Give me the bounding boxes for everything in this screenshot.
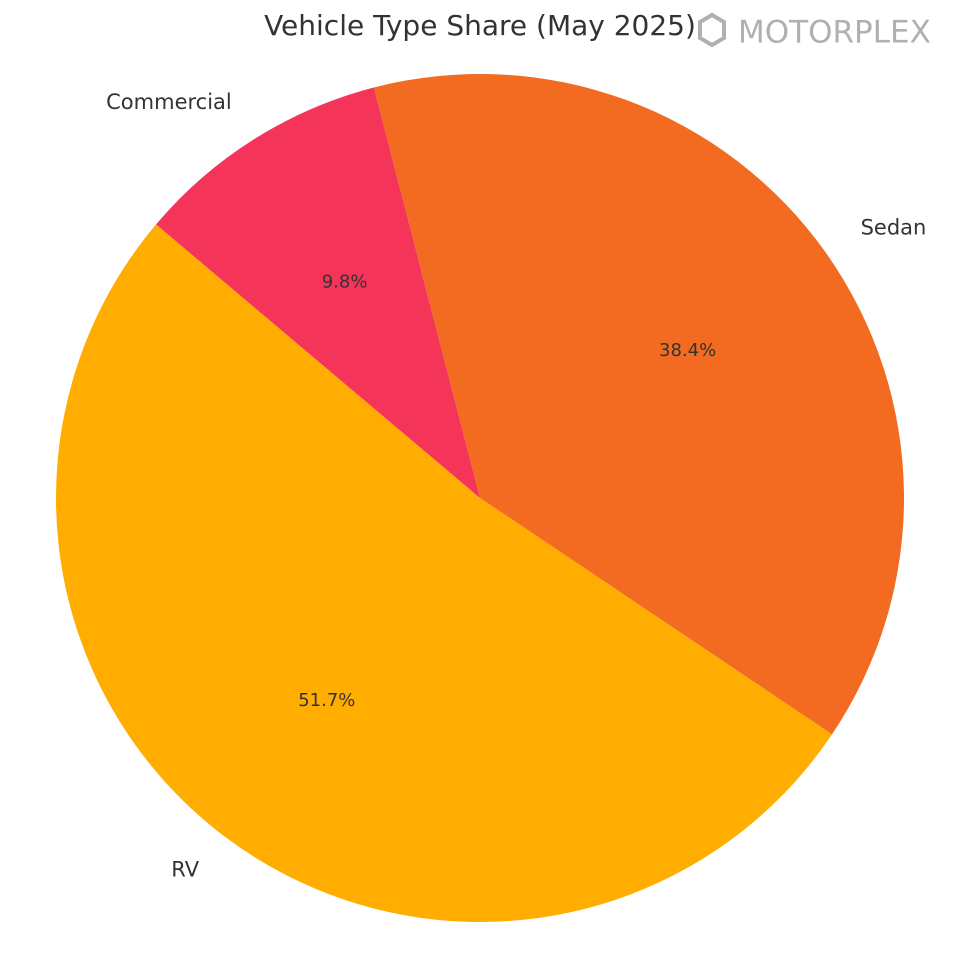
slice-label: Commercial bbox=[106, 90, 232, 114]
value-label: 9.8% bbox=[322, 272, 368, 293]
slice-label: Sedan bbox=[861, 215, 927, 239]
watermark: MOTORPLEX bbox=[698, 12, 931, 51]
value-label: 38.4% bbox=[659, 340, 716, 361]
pie-slice bbox=[373, 74, 904, 735]
pie-slice bbox=[156, 87, 481, 498]
watermark-icon bbox=[698, 12, 726, 48]
chart-title: Vehicle Type Share (May 2025) bbox=[264, 9, 696, 42]
pie-slice bbox=[55, 224, 833, 923]
watermark-text: MOTORPLEX bbox=[738, 15, 931, 51]
value-label: 51.7% bbox=[298, 690, 355, 711]
slices bbox=[55, 74, 904, 923]
slice-label: RV bbox=[171, 857, 199, 881]
